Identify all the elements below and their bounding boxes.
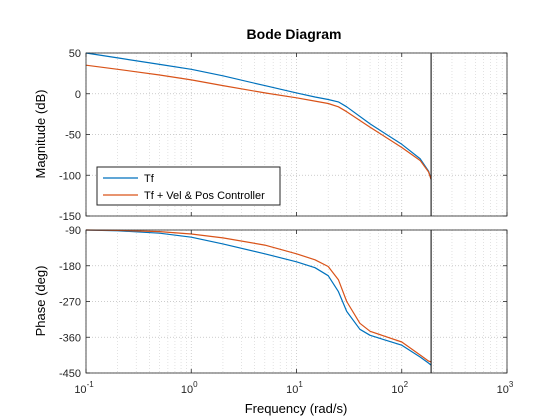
legend: Tf Tf + Vel & Pos Controller bbox=[96, 166, 281, 206]
y-tick-label: -150 bbox=[59, 211, 81, 223]
axes-box bbox=[85, 229, 508, 374]
phase-axis-label: Phase (deg) bbox=[33, 266, 48, 337]
x-tick-label: 100 bbox=[181, 380, 198, 396]
legend-label-tf: Tf bbox=[144, 173, 155, 185]
x-tick-label: 102 bbox=[391, 380, 408, 396]
frequency-axis-label: Frequency (rad/s) bbox=[245, 401, 348, 416]
y-tick-label: -100 bbox=[59, 170, 81, 182]
y-tick-label: -180 bbox=[59, 261, 81, 273]
y-tick-label: -270 bbox=[59, 297, 81, 309]
x-tick-label: 10-1 bbox=[74, 380, 94, 396]
axes-box bbox=[85, 52, 508, 217]
y-tick-label: -50 bbox=[65, 130, 81, 142]
legend-box bbox=[96, 166, 281, 206]
y-tick-label: -360 bbox=[59, 332, 81, 344]
x-tick-label: 103 bbox=[497, 380, 514, 396]
series-line-tf bbox=[85, 229, 432, 366]
legend-label-tf-controller: Tf + Vel & Pos Controller bbox=[144, 190, 265, 202]
x-tick-label: 101 bbox=[286, 380, 303, 396]
chart-title: Bode Diagram bbox=[247, 26, 342, 42]
series-line-tf bbox=[85, 52, 432, 180]
y-tick-label: -90 bbox=[65, 225, 81, 237]
y-tick-label: -450 bbox=[59, 368, 81, 380]
y-tick-label: 0 bbox=[75, 89, 81, 101]
magnitude-axis-label: Magnitude (dB) bbox=[33, 90, 48, 179]
y-tick-label: 50 bbox=[69, 48, 81, 60]
series-line-tf-controller bbox=[85, 64, 432, 180]
series-line-tf-controller bbox=[85, 229, 432, 363]
